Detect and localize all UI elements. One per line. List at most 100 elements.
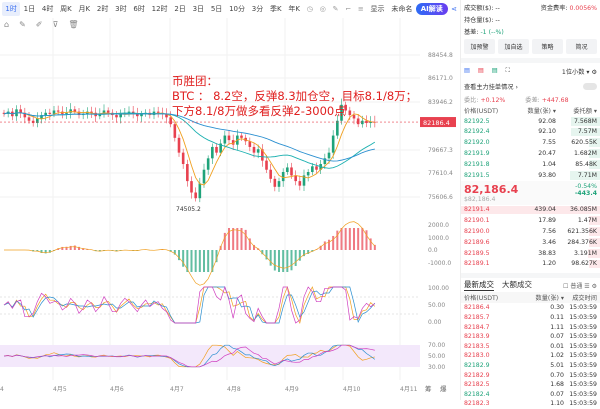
interval-tab[interactable]: 1日 [20, 2, 38, 16]
order-qty: 7.56 [514, 228, 556, 235]
candle-body [128, 112, 131, 113]
candle-body [174, 124, 177, 138]
bars-icon[interactable]: ≡ [355, 3, 368, 15]
last-price-block: 82,186.4$82,186.4 -0.54%-443.4 [461, 181, 600, 205]
normal-checkbox[interactable]: ☐ [563, 283, 568, 290]
order-price: 82191.9 [464, 150, 514, 157]
expand-icon[interactable]: ⛶ [506, 67, 510, 75]
share-icon[interactable]: ⋖ [448, 3, 461, 15]
kdj-j-line [4, 287, 375, 323]
filter-icon[interactable]: ☰ [584, 283, 589, 290]
order-qty: 439.04 [514, 206, 556, 213]
chips-button[interactable]: 筹 [425, 384, 432, 393]
interval-tab[interactable]: 3分 [248, 2, 266, 16]
basis: 基差: -1 (--%) [464, 27, 504, 36]
analysis-annotation: 币胜团： BTC ： 8.2空，反弹8.3加仓空，目标8.1/8万； 下方8.1… [172, 74, 417, 119]
cloud-layout[interactable]: 未命名 [388, 2, 416, 16]
trade-price: 82183.9 [464, 333, 514, 340]
settings-icon[interactable]: ⚙ [591, 69, 597, 76]
macd-bar [274, 250, 276, 271]
order-price: 82189.5 [464, 250, 514, 257]
macd-bar [245, 230, 247, 250]
interval-tab[interactable]: 周K [57, 2, 75, 16]
macd-bar [282, 250, 284, 272]
interval-tab[interactable]: 5日 [207, 2, 225, 16]
candle-body [278, 181, 281, 187]
macd-bar [336, 231, 338, 250]
interval-tab[interactable]: 4时 [39, 2, 57, 16]
interval-tab[interactable]: 季K [267, 2, 285, 16]
decimals-select[interactable]: 1位小数 [562, 69, 585, 76]
interval-tab[interactable]: 2时 [94, 2, 112, 16]
turnover: 成交额($): -- [464, 3, 500, 12]
add-favorite-button[interactable]: 加自选 [498, 39, 529, 54]
axis-tick: 79667.3 [428, 147, 453, 154]
ai-analysis-button[interactable]: AI解读 [416, 3, 448, 15]
crop-icon[interactable]: ⌐ [342, 3, 355, 15]
pen-icon[interactable]: ✎ [329, 3, 342, 15]
interval-tab[interactable]: 3时 [112, 2, 130, 16]
order-price: 82190.1 [464, 217, 514, 224]
change-percent: -0.54% [575, 183, 597, 190]
strategy-button[interactable]: 策略 [532, 39, 563, 54]
candle-body [115, 115, 118, 117]
main-orders-toggle[interactable] [583, 83, 597, 90]
macd-bar [191, 250, 193, 272]
orderbook-both-icon[interactable]: ▤ [464, 67, 470, 75]
macd-bar [203, 250, 205, 272]
orderbook-asks-icon[interactable]: ▤ [478, 67, 484, 75]
x-axis-label: 4月5 [53, 386, 67, 393]
trade-price: 82186.4 [464, 304, 514, 311]
macd-bar [224, 233, 226, 250]
order-price: 82190.0 [464, 228, 514, 235]
interval-tab[interactable]: 年K [285, 2, 303, 16]
macd-bar [278, 250, 280, 272]
axis-tick: 0.0 [428, 247, 438, 254]
trade-qty: 5.01 [514, 362, 564, 369]
clock-icon[interactable]: ◷ [303, 3, 316, 15]
interval-tab[interactable]: 1时 [2, 2, 20, 16]
tab-latest-trades[interactable]: 最新成交 [464, 279, 494, 291]
candle-body [157, 112, 160, 113]
annotation-line-2: BTC ： 8.2空，反弹8.3加仓空，目标8.1/8万； [172, 89, 417, 104]
interval-tab[interactable]: 2日 [171, 2, 189, 16]
camera-icon[interactable]: ◎ [316, 3, 329, 15]
macd-bar [232, 228, 234, 250]
settings-icon[interactable]: ⚙ [592, 283, 597, 290]
interval-tab[interactable]: 3日 [189, 2, 207, 16]
interval-tab[interactable]: 月K [75, 2, 93, 16]
macd-bar [74, 246, 76, 250]
add-alert-button[interactable]: 加预警 [464, 39, 495, 54]
interval-tab[interactable]: 12时 [148, 2, 171, 16]
interval-tab[interactable]: 6时 [130, 2, 148, 16]
candle-body [207, 158, 210, 169]
main-orders-link[interactable]: 查看主力挂单情况 › [464, 82, 518, 91]
trade-price: 82182.9 [464, 362, 514, 369]
order-amount: 85.48K [556, 161, 597, 168]
orderbook-bids-icon[interactable]: ▤ [492, 67, 498, 75]
axis-tick: 1000.0 [428, 235, 449, 242]
tab-large-trades[interactable]: 大额成交 [502, 279, 532, 291]
candle-body [257, 149, 260, 152]
order-amount: 1.47M [556, 217, 597, 224]
overview-button[interactable]: 简况 [566, 39, 597, 54]
interval-tab[interactable]: 10分 [226, 2, 249, 16]
display-toggle[interactable]: 显示 [367, 2, 388, 16]
liquidation-button[interactable]: 爆 [440, 384, 447, 393]
